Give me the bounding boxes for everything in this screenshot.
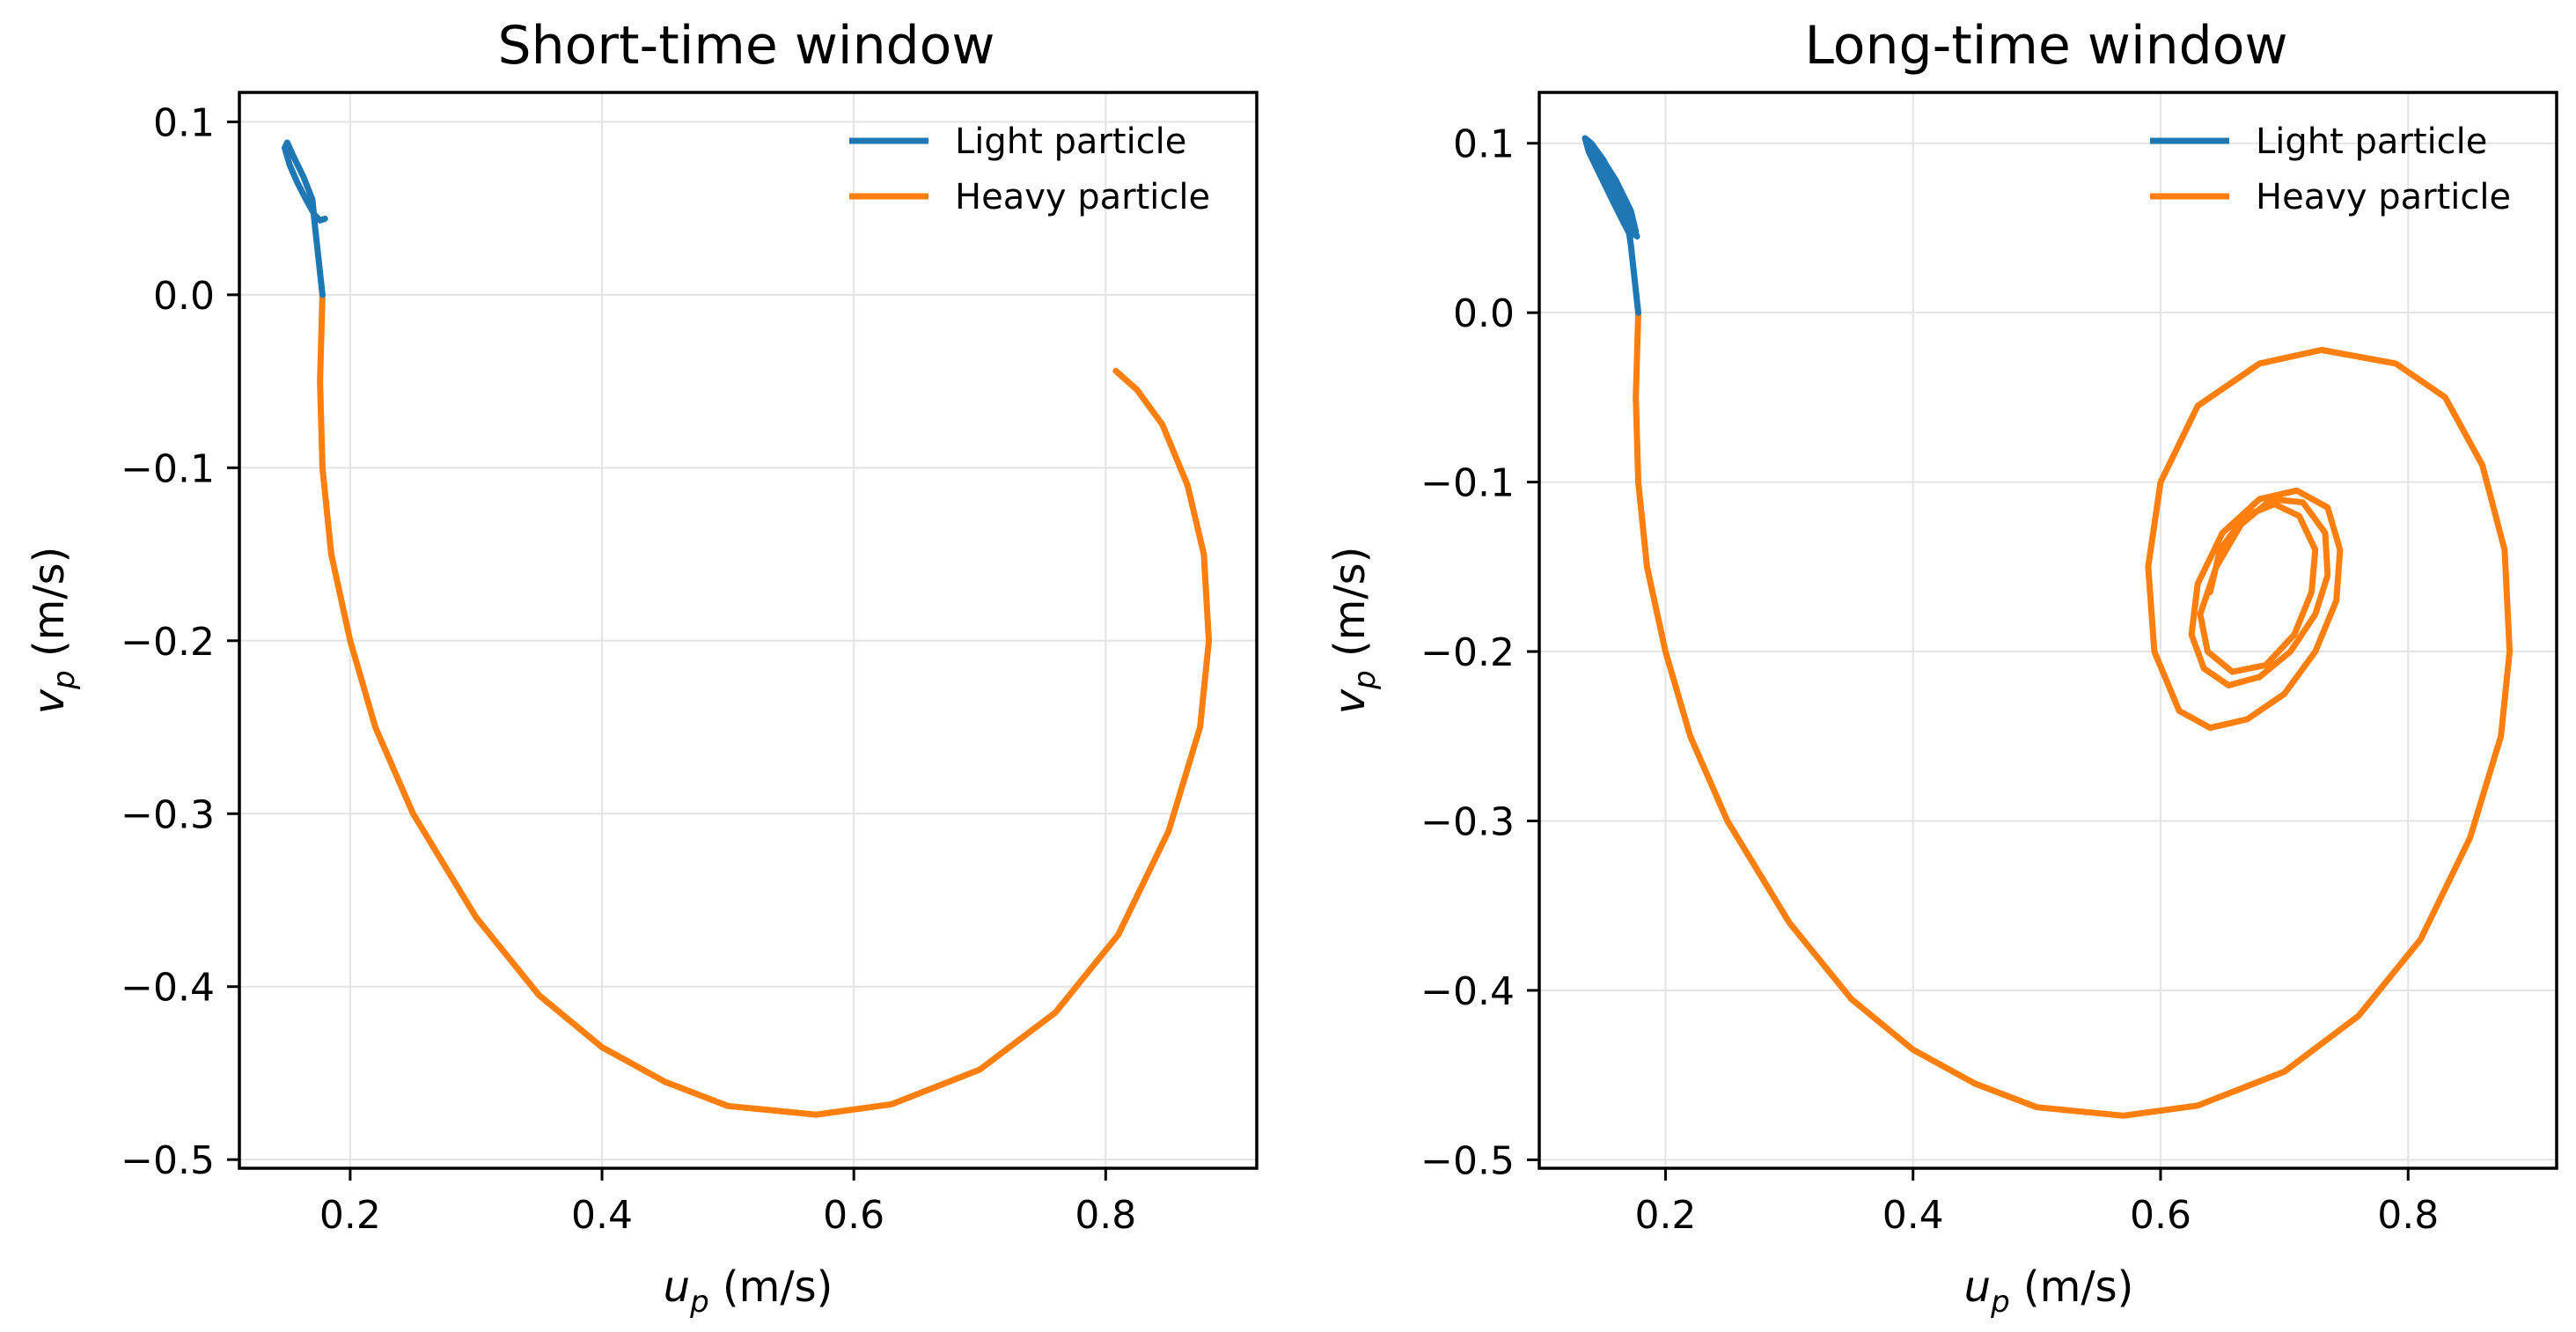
y-axis-unit: (m/s): [25, 547, 74, 671]
y-tick-label: 0.1: [153, 100, 215, 145]
legend: Light particle Heavy particle: [2150, 121, 2511, 217]
x-tick-label: 0.2: [1634, 1193, 1696, 1238]
y-tick-label: −0.5: [121, 1138, 215, 1183]
x-tick-label: 0.4: [571, 1193, 633, 1238]
x-tick-label: 0.6: [823, 1193, 884, 1238]
short-time-panel: Short-time window 0.2 0.4 0.6 0.8 0.1 0.0 −0.1…: [25, 15, 1259, 1320]
y-tick-label: −0.3: [1420, 799, 1515, 844]
x-tick-label: 0.6: [2130, 1193, 2191, 1238]
legend: Light particle Heavy particle: [849, 121, 1210, 217]
light-particle-line: [282, 139, 328, 298]
x-axis-label: up (m/s): [664, 1262, 833, 1320]
grid: [239, 92, 1257, 1168]
y-axis-label: vp (m/s): [1325, 547, 1383, 715]
y-axis-unit: (m/s): [1325, 547, 1375, 671]
y-tick-label: −0.4: [1420, 969, 1515, 1014]
tick-layer: 0.2 0.4 0.6 0.8 0.1 0.0 −0.1 −0.2 −0.3 −0.4 −0.5: [1420, 122, 2439, 1238]
x-axis-unit: (m/s): [709, 1262, 833, 1312]
x-axis-var: u: [664, 1262, 690, 1312]
series-layer: [282, 139, 1213, 1118]
legend-label-light: Light particle: [955, 121, 1186, 162]
light-particle-line: [1582, 135, 1641, 316]
y-axis-sub: p: [1347, 670, 1383, 690]
y-axis-var: v: [1325, 688, 1375, 714]
plot-frame: [238, 91, 1259, 1170]
y-axis-var: v: [25, 688, 74, 714]
x-axis-label: up (m/s): [1964, 1262, 2134, 1320]
y-tick-label: −0.4: [121, 966, 215, 1011]
x-tick-label: 0.4: [1882, 1193, 1944, 1238]
x-tick-label: 0.8: [1075, 1193, 1136, 1238]
legend-label-heavy: Heavy particle: [2256, 177, 2511, 217]
y-tick-label: −0.3: [121, 792, 215, 837]
x-axis-sub: p: [1990, 1284, 2010, 1320]
y-tick-label: 0.1: [1453, 122, 1515, 167]
y-tick-label: −0.1: [121, 446, 215, 491]
y-tick-label: −0.2: [121, 620, 215, 665]
y-tick-label: −0.5: [1420, 1138, 1515, 1183]
heavy-particle-line: [1633, 309, 2514, 1119]
x-tick-label: 0.2: [319, 1193, 381, 1238]
y-axis-label: vp (m/s): [25, 547, 82, 715]
chart-title: Short-time window: [498, 15, 995, 77]
y-tick-label: −0.1: [1420, 461, 1515, 506]
tick-layer: 0.2 0.4 0.6 0.8 0.1 0.0 −0.1 −0.2 −0.3 −0.4 −0.5: [121, 100, 1136, 1238]
series-layer: [1582, 135, 2514, 1119]
y-tick-label: 0.0: [1453, 291, 1515, 336]
chart-title: Long-time window: [1804, 15, 2287, 77]
x-axis-unit: (m/s): [2010, 1262, 2134, 1312]
heavy-particle-line: [317, 291, 1213, 1118]
x-axis-sub: p: [689, 1284, 709, 1320]
y-tick-label: 0.0: [153, 274, 215, 319]
long-time-panel: Long-time window 0.2 0.4 0.6 0.8 0.1 0.0 −0.1 −…: [1325, 15, 2558, 1320]
y-tick-label: −0.2: [1420, 630, 1515, 675]
legend-label-heavy: Heavy particle: [955, 177, 1210, 217]
legend-label-light: Light particle: [2256, 121, 2487, 162]
x-tick-label: 0.8: [2377, 1193, 2439, 1238]
y-axis-sub: p: [47, 670, 82, 690]
x-axis-var: u: [1964, 1262, 1991, 1312]
plot-frame: [1538, 91, 2558, 1170]
grid: [1539, 92, 2557, 1168]
